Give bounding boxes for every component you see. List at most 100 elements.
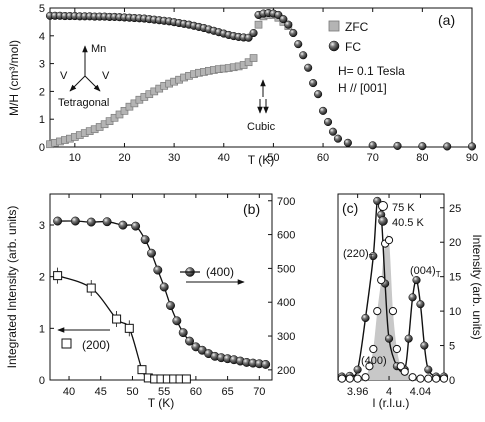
v-right-arrow xyxy=(84,75,101,92)
fc-point xyxy=(323,117,333,127)
peak-220-sub: T xyxy=(369,253,374,262)
panel-c-y-tick-label: 10 xyxy=(449,306,461,318)
series-40-5k-point xyxy=(408,293,417,302)
fc-point xyxy=(343,138,352,147)
reflection-400-point xyxy=(118,220,128,230)
zfc-point xyxy=(249,54,258,62)
fc-point xyxy=(284,20,293,29)
peak-004-label: (004)T xyxy=(410,265,441,279)
series-75k xyxy=(337,236,449,383)
label-200: (200) xyxy=(57,327,110,352)
fc-point xyxy=(244,33,253,42)
direction-annotation: H // [001] xyxy=(338,81,387,95)
zfc-point xyxy=(244,58,253,67)
panel-b-left-y-tick-label: 1 xyxy=(39,323,45,335)
reflection-200-point xyxy=(112,314,122,324)
panel-c-legend: 75 K 40.5 K xyxy=(378,201,424,229)
panel-b-right-y-tick-label: 200 xyxy=(277,365,295,377)
panel-b-x-tick-label: 40 xyxy=(63,386,75,398)
panel-c-x-ticks: 3.96 4 4.04 xyxy=(347,194,431,398)
v-right-label: V xyxy=(102,70,110,82)
panel-b-right-y-ticks: 200 300 400 500 600 700 xyxy=(268,196,295,377)
series-75k-point xyxy=(392,344,401,354)
panel-c-y-tick-label: 15 xyxy=(449,272,461,284)
reflection-400-series xyxy=(53,216,271,369)
panel-b-x-tick-label: 70 xyxy=(253,386,265,398)
panel-a-x-tick-label: 40 xyxy=(218,152,230,164)
series-75k-point xyxy=(337,374,347,383)
panel-a-x-ticks: 10 20 30 40 50 60 70 80 90 xyxy=(69,8,478,164)
label-400: (400) xyxy=(180,265,245,285)
series-75k-point xyxy=(365,362,374,371)
series-40-5k-point xyxy=(373,196,382,205)
series-75k-point xyxy=(353,374,362,383)
panel-c-ylabel: Intensity (arb. units) xyxy=(470,234,484,339)
series-40-5k-point xyxy=(404,334,413,343)
fc-point xyxy=(289,28,298,38)
panel-a-x-tick-label: 80 xyxy=(416,152,428,164)
panel-c: 3.96 4 4.04 0 5 10 15 20 25 l (r.l.u.) Intensit… xyxy=(337,193,484,410)
zfc-point xyxy=(120,107,129,115)
reflection-400-point xyxy=(70,216,80,226)
label-400-text: (400) xyxy=(206,265,234,279)
series-75k-point xyxy=(388,307,398,316)
legend-40-5k-label: 40.5 K xyxy=(392,217,424,229)
reflection-200-point xyxy=(53,271,63,281)
panel-a-x-tick-label: 90 xyxy=(466,152,478,164)
series-40-5k-point xyxy=(420,341,429,350)
panel-b-right-y-tick-label: 400 xyxy=(277,297,295,309)
series-40-5k-point xyxy=(412,276,421,285)
series-75k-point xyxy=(416,374,425,383)
panel-a-legend: ZFC FC xyxy=(328,20,369,54)
fc-point xyxy=(368,141,377,150)
tetragonal-label: Tetragonal xyxy=(58,97,109,109)
panel-b-x-tick-label: 50 xyxy=(126,386,138,398)
series-75k-point xyxy=(408,373,417,382)
fc-point xyxy=(299,51,308,60)
fc-point xyxy=(314,90,323,99)
panel-a: 10 20 30 40 50 60 70 80 90 0 1 2 3 4 5 T (K) M/H (cm³… xyxy=(7,3,478,167)
series-75k-point xyxy=(377,276,386,285)
panel-b-x-ticks: 40 45 50 55 60 65 70 xyxy=(63,194,265,398)
fc-point xyxy=(309,79,318,88)
panel-a-y-tick-label: 2 xyxy=(39,86,45,98)
panel-a-frame xyxy=(49,7,473,148)
panel-b-left-y-tick-label: 3 xyxy=(39,220,45,232)
panel-b-left-y-tick-label: 0 xyxy=(39,375,45,387)
panel-b-right-y-tick-label: 700 xyxy=(277,196,295,208)
reflection-400-point xyxy=(140,235,150,245)
panel-c-y-tick-label: 20 xyxy=(449,237,461,249)
panel-a-ylabel: M/H (cm³/mol) xyxy=(7,40,21,116)
series-75k-point xyxy=(361,373,370,382)
reflection-200-point xyxy=(137,365,147,375)
reflection-400-point xyxy=(147,248,156,258)
panel-b-left-y-ticks: 0 1 2 3 xyxy=(39,220,54,387)
series-40-5k-point xyxy=(353,365,362,374)
legend-fc-label: FC xyxy=(345,40,361,54)
legend-zfc-label: ZFC xyxy=(345,20,369,34)
fc-point xyxy=(393,141,402,150)
fc-point xyxy=(294,40,303,49)
cubic-400-label: (400) xyxy=(361,355,387,367)
fc-point xyxy=(418,142,427,151)
panel-b-left-y-tick-label: 2 xyxy=(39,272,45,284)
fc-point xyxy=(319,106,328,115)
panel-b-right-y-tick-label: 500 xyxy=(277,263,295,275)
fc-point xyxy=(467,142,477,151)
panel-a-x-tick-label: 30 xyxy=(168,152,180,164)
peak-004-main: (004) xyxy=(410,265,436,277)
panel-a-x-tick-label: 50 xyxy=(267,152,279,164)
panel-a-y-tick-label: 4 xyxy=(39,31,45,43)
panel-c-x-tick-label: 3.96 xyxy=(347,386,368,398)
panel-a-x-tick-label: 10 xyxy=(69,152,81,164)
panel-c-y-tick-label: 5 xyxy=(449,341,455,353)
zfc-point xyxy=(254,20,263,29)
series-75k-point xyxy=(396,362,405,371)
series-75k-point xyxy=(384,236,394,245)
series-75k-point xyxy=(400,367,409,376)
reflection-400-point xyxy=(185,336,194,346)
legend-75k-label: 75 K xyxy=(392,202,415,214)
reflection-400-point xyxy=(153,265,163,275)
panel-b: 40 45 50 55 60 65 70 0 1 2 3 200 300 400 500 600 700 T… xyxy=(5,193,295,410)
